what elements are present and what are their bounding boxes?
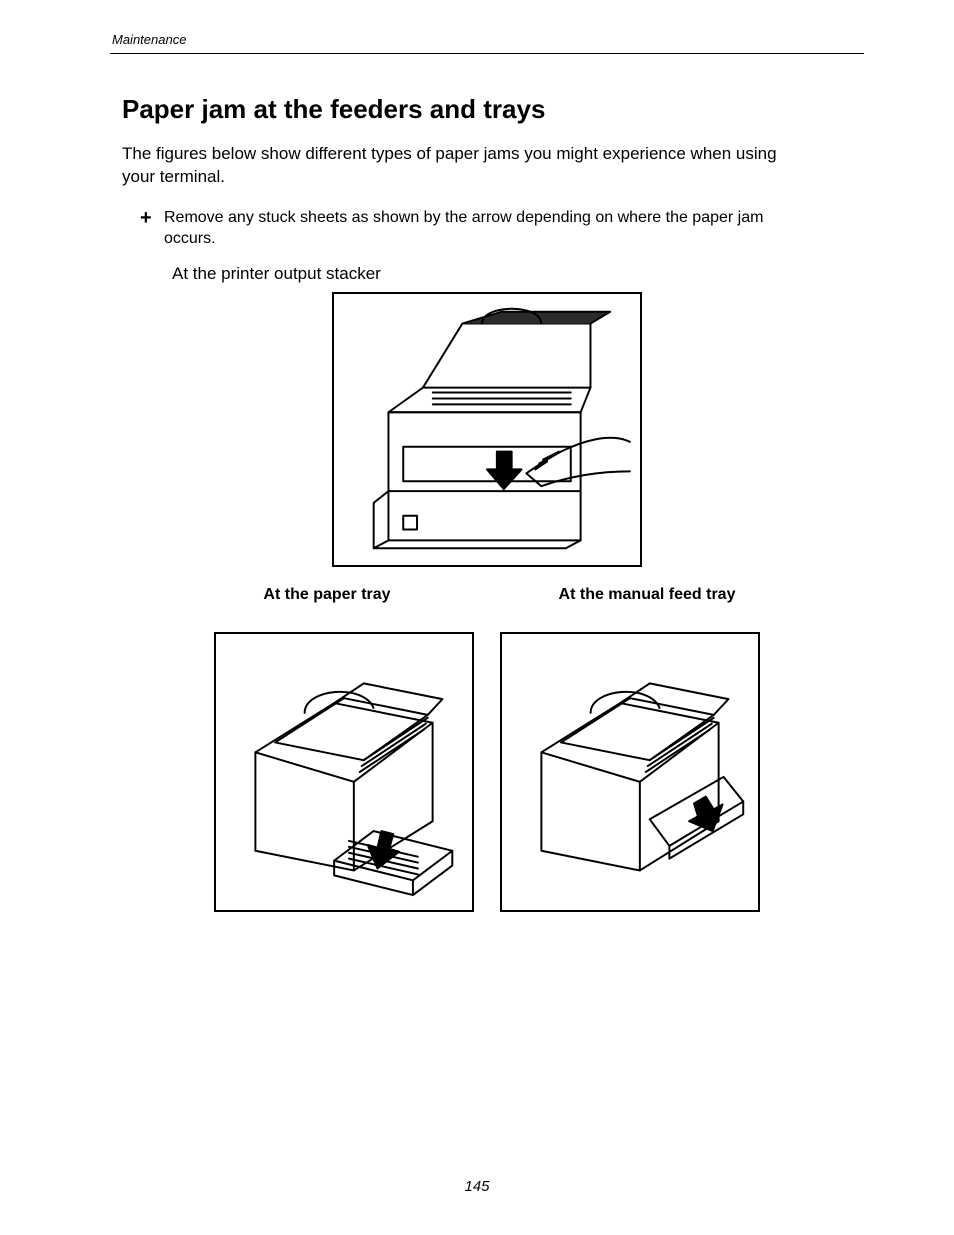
figure-output-stacker [332, 292, 642, 567]
page: Maintenance Paper jam at the feeders and… [0, 0, 954, 1235]
figure-top-wrap [110, 292, 864, 572]
page-number: 145 [0, 1178, 954, 1195]
page-title: Paper jam at the feeders and trays [122, 94, 864, 125]
printer-output-stacker-illustration [334, 294, 640, 565]
figure-manual-feed-tray [500, 632, 760, 912]
intro-text: The figures below show different types o… [122, 143, 804, 189]
bullet-marker: + [140, 207, 164, 229]
printer-manual-feed-illustration [502, 634, 758, 910]
bullet-text: Remove any stuck sheets as shown by the … [164, 207, 804, 250]
instruction-bullet: + Remove any stuck sheets as shown by th… [140, 207, 804, 250]
caption-output-stacker: At the printer output stacker [172, 264, 864, 284]
header-rule [110, 53, 864, 54]
figure-paper-tray [214, 632, 474, 912]
printer-paper-tray-illustration [216, 634, 472, 910]
figure-bottom-wrap [110, 632, 864, 912]
caption-manual-feed-tray: At the manual feed tray [517, 586, 777, 604]
header-section: Maintenance [112, 32, 864, 47]
bottom-captions-row: At the paper tray At the manual feed tra… [110, 586, 864, 604]
caption-paper-tray: At the paper tray [197, 586, 457, 604]
